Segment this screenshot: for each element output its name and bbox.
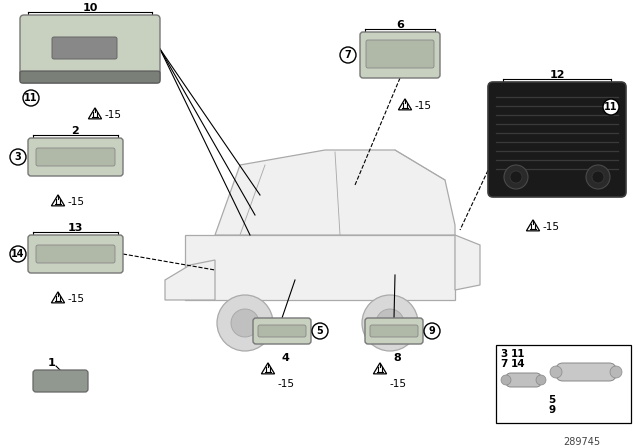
FancyBboxPatch shape [28,235,123,273]
Polygon shape [526,220,540,231]
Circle shape [501,375,511,385]
Circle shape [10,246,26,262]
Polygon shape [165,260,215,300]
Text: 14: 14 [511,359,525,369]
Text: 9: 9 [429,326,435,336]
Text: -15: -15 [104,110,122,120]
Text: 4: 4 [281,353,289,363]
Text: 9: 9 [548,405,556,415]
Text: 7: 7 [500,359,508,369]
Text: 11: 11 [511,349,525,359]
Polygon shape [88,108,102,119]
Circle shape [536,375,546,385]
FancyBboxPatch shape [258,325,306,337]
FancyBboxPatch shape [36,245,115,263]
FancyBboxPatch shape [556,363,616,381]
Text: 11: 11 [24,93,38,103]
Text: 10: 10 [83,3,98,13]
Text: 2: 2 [71,126,79,136]
Text: 14: 14 [12,249,25,259]
FancyBboxPatch shape [253,318,311,344]
Text: 5: 5 [548,395,556,405]
Text: 6: 6 [396,20,404,30]
Text: 3: 3 [500,349,508,359]
Text: 7: 7 [344,50,351,60]
Text: 289745: 289745 [563,437,600,447]
Circle shape [592,171,604,183]
Polygon shape [455,235,480,290]
Circle shape [362,295,418,351]
FancyBboxPatch shape [370,325,418,337]
Polygon shape [373,363,387,374]
Text: -15: -15 [278,379,294,389]
Circle shape [424,323,440,339]
Text: -15: -15 [67,294,84,304]
FancyBboxPatch shape [488,82,626,197]
Text: -15: -15 [543,222,559,232]
Polygon shape [261,363,275,374]
Circle shape [376,309,404,337]
FancyBboxPatch shape [28,138,123,176]
Text: 5: 5 [317,326,323,336]
Polygon shape [398,99,412,110]
Text: 11: 11 [604,102,618,112]
FancyBboxPatch shape [20,15,160,83]
FancyBboxPatch shape [33,370,88,392]
Circle shape [510,171,522,183]
FancyBboxPatch shape [496,345,631,423]
Circle shape [312,323,328,339]
Text: -15: -15 [67,197,84,207]
Polygon shape [215,150,455,235]
Circle shape [550,366,562,378]
Text: -15: -15 [415,101,431,111]
Circle shape [504,165,528,189]
FancyBboxPatch shape [36,148,115,166]
Circle shape [586,165,610,189]
FancyBboxPatch shape [20,71,160,83]
Circle shape [217,295,273,351]
Text: 8: 8 [393,353,401,363]
FancyBboxPatch shape [366,40,434,68]
Circle shape [231,309,259,337]
Circle shape [23,90,39,106]
FancyBboxPatch shape [360,32,440,78]
Text: 13: 13 [67,223,83,233]
Polygon shape [185,235,455,300]
Circle shape [340,47,356,63]
FancyBboxPatch shape [365,318,423,344]
Polygon shape [51,195,65,206]
Circle shape [603,99,619,115]
Circle shape [10,149,26,165]
Text: -15: -15 [390,379,406,389]
FancyBboxPatch shape [506,373,541,387]
Text: 1: 1 [48,358,56,368]
Text: 12: 12 [549,70,564,80]
Text: 3: 3 [15,152,21,162]
Polygon shape [51,292,65,303]
Circle shape [610,366,622,378]
FancyBboxPatch shape [52,37,117,59]
